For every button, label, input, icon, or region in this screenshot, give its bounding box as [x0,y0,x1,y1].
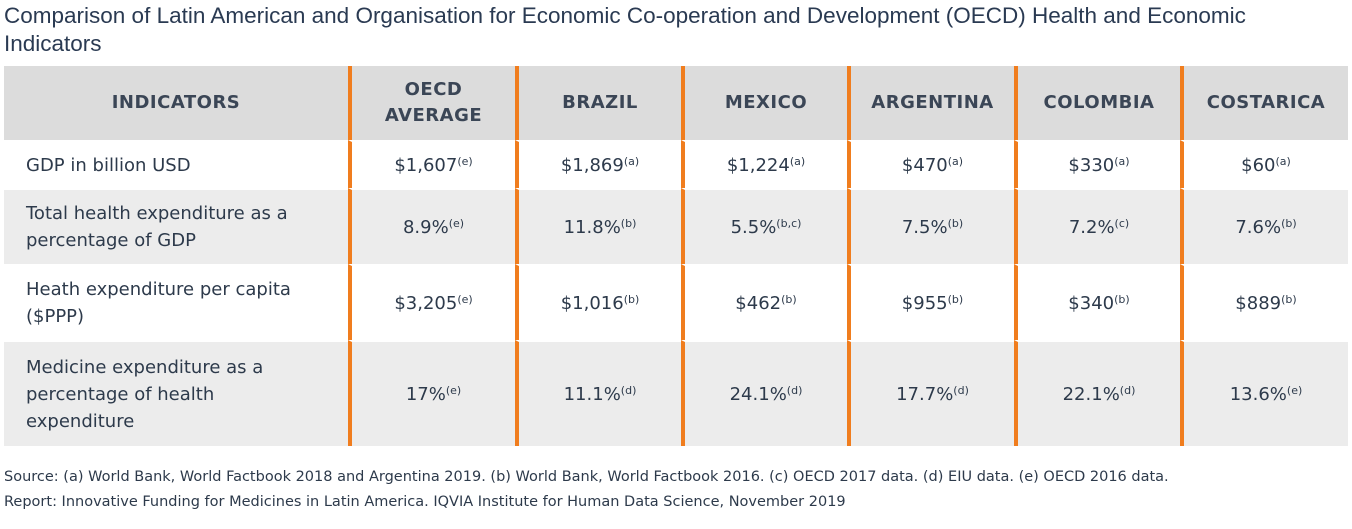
table-cell: $889(b) [1180,264,1348,340]
cell-value: $1,607 [394,154,458,176]
cell-value: $3,205 [394,292,458,314]
cell-value: 7.5% [901,216,948,238]
table-cell: $3,205(e) [348,264,515,340]
table-cell: $1,016(b) [515,264,681,340]
cell-note: (b) [1281,292,1297,306]
cell-note: (b) [947,292,964,306]
cell-note: (b) [781,292,797,306]
cell-note: (e) [1286,383,1303,397]
table-cell: $1,869(a) [515,140,681,188]
cell-note: (e) [448,216,465,230]
cell-note: (d) [1119,383,1136,397]
cell-value: 5.5% [730,216,777,238]
table-cell: $1,224(a) [681,140,847,188]
table-cell: 5.5%(b,c) [681,188,847,264]
cell-note: (a) [947,154,964,168]
column-header-mexico: MEXICO [681,66,847,140]
cell-note: (d) [620,383,637,397]
cell-value: 24.1% [729,383,787,405]
table-row-gdp: GDP in billion USD $1,607(e) $1,869(a) $… [4,140,1348,188]
table-cell: $1,607(e) [348,140,515,188]
cell-note: (a) [1114,154,1130,168]
cell-value: $340 [1068,292,1115,314]
cell-value: 8.9% [402,216,449,238]
column-header-costarica: COSTARICA [1180,66,1348,140]
cell-value: $470 [901,154,948,176]
chart-title: Comparison of Latin American and Organis… [4,3,1246,56]
cell-value: 11.1% [563,383,621,405]
table-cell: $60(a) [1180,140,1348,188]
table-row-health-expenditure-per-capita: Heath expenditure per capita ($PPP) $3,2… [4,264,1348,340]
column-header-brazil: BRAZIL [515,66,681,140]
cell-note: (a) [789,154,806,168]
footer: Source: (a) World Bank, World Factbook 2… [4,465,1348,515]
row-label: Heath expenditure per capita ($PPP) [4,264,348,340]
row-label: Total health expenditure as a percentage… [4,188,348,264]
cell-note: (d) [953,383,969,397]
cell-value: 7.2% [1068,216,1115,238]
table-cell: 11.8%(b) [515,188,681,264]
row-label: Medicine expenditure as a percentage of … [4,340,348,446]
table-cell: 17.7%(d) [847,340,1014,446]
cell-note: (b) [1114,292,1130,306]
cell-note: (b) [620,216,637,230]
cell-value: $1,016 [560,292,624,314]
cell-note: (a) [1275,154,1291,168]
indicators-table: INDICATORS OECD AVERAGE BRAZIL MEXICO AR… [4,66,1348,446]
report-note: Report: Innovative Funding for Medicines… [4,494,846,510]
table-cell: 24.1%(d) [681,340,847,446]
column-header-argentina: ARGENTINA [847,66,1014,140]
table-cell: 8.9%(e) [348,188,515,264]
cell-value: $330 [1068,154,1115,176]
table-row-medicine-expenditure: Medicine expenditure as a percentage of … [4,340,1348,446]
cell-note: (b) [1281,216,1297,230]
cell-note: (e) [457,292,473,306]
cell-note: (a) [623,154,640,168]
column-header-oecd-average: OECD AVERAGE [348,66,515,140]
cell-note: (e) [445,383,462,397]
table-cell: 7.2%(c) [1014,188,1180,264]
cell-value: 13.6% [1229,383,1287,405]
cell-value: $1,869 [560,154,624,176]
table-cell: 17%(e) [348,340,515,446]
column-header-colombia: COLOMBIA [1014,66,1180,140]
row-label: GDP in billion USD [4,140,348,188]
cell-note: (d) [786,383,803,397]
cell-note: (e) [457,154,473,168]
table-cell: 7.6%(b) [1180,188,1348,264]
column-header-indicators: INDICATORS [4,66,348,140]
cell-value: 11.8% [563,216,621,238]
cell-value: $955 [901,292,948,314]
source-note: Source: (a) World Bank, World Factbook 2… [4,469,1169,485]
cell-value: 7.6% [1235,216,1282,238]
cell-value: 17.7% [896,383,954,405]
table-cell: $462(b) [681,264,847,340]
cell-value: $462 [735,292,782,314]
table-cell: 13.6%(e) [1180,340,1348,446]
cell-value: $889 [1235,292,1282,314]
table-row-total-health-expenditure: Total health expenditure as a percentage… [4,188,1348,264]
table-cell: 22.1%(d) [1014,340,1180,446]
cell-value: $1,224 [726,154,790,176]
table-cell: 7.5%(b) [847,188,1014,264]
table-cell: $470(a) [847,140,1014,188]
cell-value: 22.1% [1062,383,1120,405]
cell-note: (b) [947,216,964,230]
row-label-text: Medicine expenditure as a percentage of … [26,356,264,432]
table-cell: $330(a) [1014,140,1180,188]
cell-value: $60 [1241,154,1276,176]
cell-note: (b) [623,292,640,306]
cell-value: 17% [405,383,446,405]
cell-note: (c) [1114,216,1130,230]
header-row: INDICATORS OECD AVERAGE BRAZIL MEXICO AR… [4,66,1348,140]
table-cell: 11.1%(d) [515,340,681,446]
table-cell: $340(b) [1014,264,1180,340]
table-cell: $955(b) [847,264,1014,340]
cell-note: (b,c) [776,216,802,230]
column-header-oecd-average-text: OECD AVERAGE [384,79,483,126]
